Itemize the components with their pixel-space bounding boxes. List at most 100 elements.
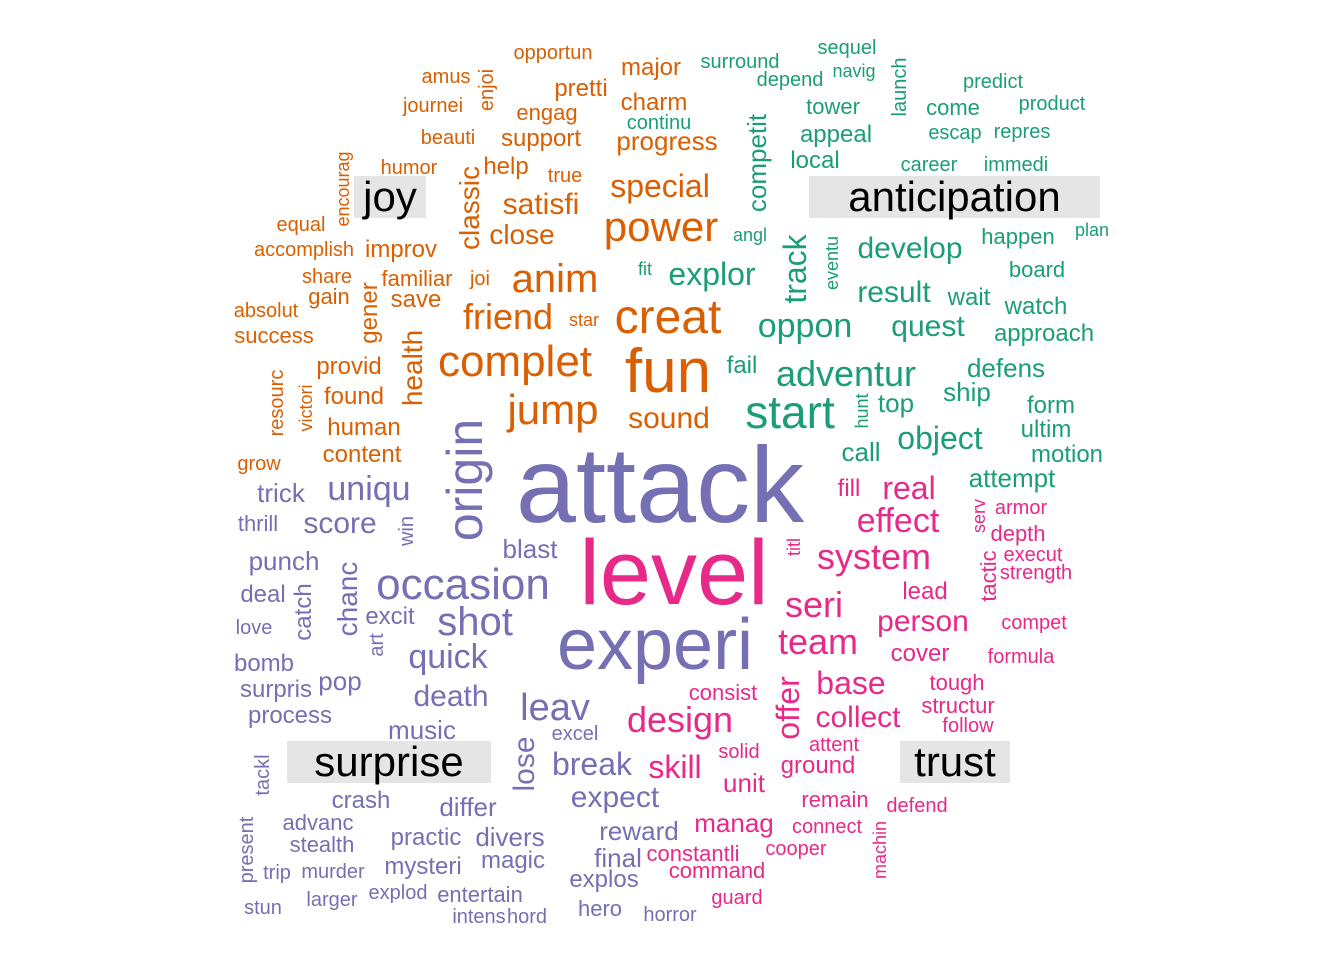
group-label-anticipation: anticipation — [809, 176, 1100, 218]
word-connect: connect — [791, 816, 863, 838]
word-fail: fail — [726, 352, 758, 379]
word-beauti: beauti — [420, 127, 476, 149]
word-competit: competit — [742, 113, 772, 213]
word-attent: attent — [808, 734, 860, 756]
word-explor: explor — [668, 256, 756, 292]
word-break: break — [551, 746, 633, 782]
word-special: special — [610, 168, 710, 204]
word-immedi: immedi — [983, 154, 1049, 176]
word-catch: catch — [290, 583, 317, 641]
word-entertain: entertain — [437, 882, 523, 907]
word-predict: predict — [962, 71, 1024, 93]
word-approach: approach — [993, 320, 1095, 347]
word-call: call — [841, 437, 881, 467]
word-manag: manag — [694, 808, 774, 838]
word-human: human — [327, 414, 401, 441]
word-real: real — [882, 470, 936, 506]
word-remain: remain — [801, 787, 869, 812]
word-follow: follow — [942, 715, 994, 737]
word-friend: friend — [462, 296, 554, 337]
word-skill: skill — [648, 749, 702, 785]
word-trick: trick — [257, 478, 305, 508]
word-enjoi: enjoi — [476, 68, 498, 112]
word-satisfi: satisfi — [502, 188, 580, 221]
word-improv: improv — [364, 236, 438, 263]
word-hord: hord — [506, 906, 548, 928]
word-health: health — [397, 329, 428, 407]
word-bomb: bomb — [233, 650, 295, 677]
word-adventur: adventur — [775, 353, 917, 394]
word-ultim: ultim — [1020, 416, 1072, 443]
word-experi: experi — [556, 605, 754, 685]
word-stealth: stealth — [289, 832, 355, 857]
word-navig: navig — [832, 61, 876, 81]
word-gener: gener — [356, 282, 383, 344]
word-form: form — [1027, 392, 1075, 419]
word-practic: practic — [390, 824, 462, 851]
word-solid: solid — [718, 741, 760, 763]
word-tough: tough — [929, 670, 985, 695]
word-explos: explos — [569, 866, 639, 893]
word-appeal: appeal — [799, 121, 873, 148]
word-major: major — [620, 54, 682, 81]
word-occasion: occasion — [376, 560, 550, 609]
word-attack: attack — [515, 424, 805, 545]
word-repres: repres — [993, 121, 1051, 143]
word-intens: intens — [452, 906, 506, 928]
word-close: close — [489, 219, 555, 250]
word-humor: humor — [380, 157, 438, 179]
word-star: star — [568, 310, 600, 330]
word-shot: shot — [437, 600, 513, 644]
word-defens: defens — [966, 353, 1046, 383]
word-depth: depth — [990, 521, 1046, 546]
word-thrill: thrill — [237, 511, 279, 536]
word-chanc: chanc — [332, 561, 363, 637]
word-charm: charm — [620, 89, 688, 116]
word-jump: jump — [507, 386, 599, 433]
word-seri: seri — [784, 584, 844, 625]
word-oppon: oppon — [757, 307, 853, 345]
word-save: save — [390, 286, 442, 313]
word-wait: wait — [947, 284, 991, 311]
word-encourag: encourag — [333, 151, 353, 227]
word-success: success — [234, 323, 314, 348]
word-punch: punch — [248, 546, 320, 576]
word-person: person — [877, 605, 969, 638]
word-horror: horror — [643, 904, 697, 926]
word-found: found — [323, 383, 385, 410]
word-continu: continu — [626, 112, 692, 134]
word-collect: collect — [815, 701, 901, 734]
word-familiar: familiar — [381, 266, 453, 291]
word-surpris: surpris — [239, 676, 313, 703]
word-tackl: tackl — [252, 754, 274, 796]
word-art: art — [366, 633, 388, 657]
word-lose: lose — [508, 736, 541, 792]
word-level: level — [579, 522, 769, 624]
word-titl: titl — [784, 538, 804, 556]
word-object: object — [897, 420, 983, 456]
word-consist: consist — [688, 680, 758, 705]
word-plan: plan — [1074, 220, 1110, 240]
word-love: love — [235, 617, 273, 639]
word-provid: provid — [316, 353, 382, 380]
word-magic: magic — [480, 847, 546, 874]
word-develop: develop — [857, 232, 963, 265]
word-team: team — [777, 621, 859, 662]
word-larger: larger — [306, 889, 358, 911]
word-compet: compet — [1001, 612, 1067, 634]
word-grow: grow — [237, 453, 281, 475]
word-music: music — [388, 715, 456, 745]
word-pretti: pretti — [554, 75, 608, 102]
word-quest: quest — [891, 310, 965, 343]
word-execut: execut — [1003, 544, 1063, 566]
word-mysteri: mysteri — [384, 853, 462, 880]
word-result: result — [857, 276, 931, 309]
word-help: help — [483, 153, 529, 180]
word-top: top — [877, 388, 915, 418]
word-classic: classic — [454, 165, 485, 251]
word-design: design — [626, 699, 734, 740]
group-label-joy: joy — [354, 176, 426, 218]
word-board: board — [1008, 257, 1066, 282]
word-track: track — [777, 234, 813, 304]
